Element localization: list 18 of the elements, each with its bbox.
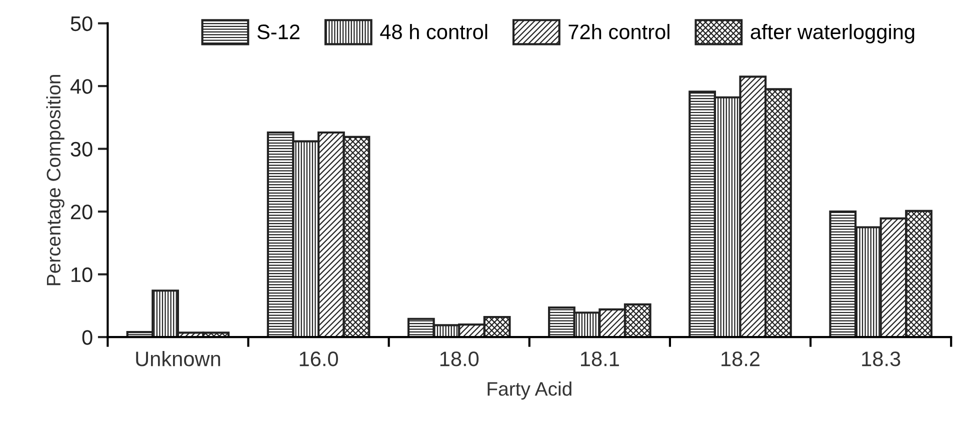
x-tick-label: 16.0: [300, 352, 338, 366]
x-tick-label: 18.3: [862, 352, 900, 366]
y-tick-label: 30: [70, 142, 92, 157]
y-tick-label: 40: [70, 79, 92, 94]
legend-label: 72h control: [568, 24, 670, 40]
x-tick-label: Unknown: [136, 350, 220, 366]
x-tick-label: 18.1: [580, 352, 619, 366]
y-axis-title: Percentage Composition: [46, 74, 64, 286]
x-tick-label: 18.2: [722, 352, 760, 366]
y-tick-label: 50: [70, 16, 92, 32]
x-tick-label: 18.0: [440, 352, 479, 366]
legend-label: 48 h control: [380, 24, 488, 40]
x-axis-title: Farty Acid: [488, 382, 572, 400]
legend-label: S-12: [257, 24, 300, 40]
y-tick-label: 10: [72, 267, 92, 282]
legend-label: after waterlogging: [750, 24, 914, 44]
y-tick-label: 20: [70, 204, 92, 220]
y-tick-label: 0: [82, 330, 92, 345]
